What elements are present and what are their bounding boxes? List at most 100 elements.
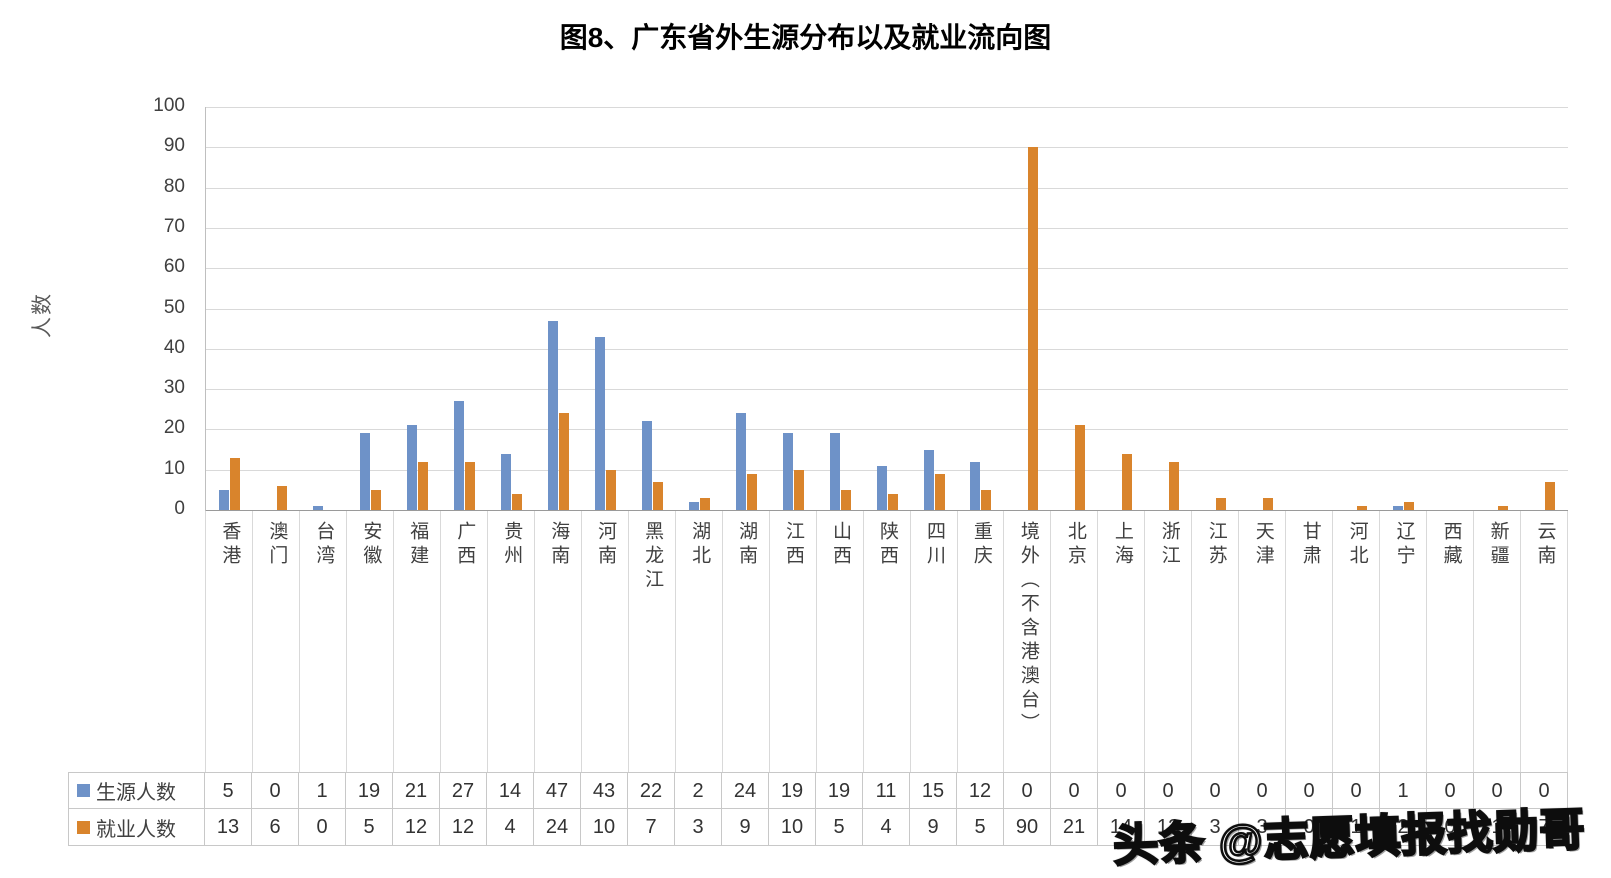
table-cell: 3 [675,809,722,846]
bar-group [1192,107,1239,510]
x-category-label: 香港 [219,521,241,569]
bar-生源人数 [688,501,699,510]
table-cell: 1 [299,772,346,809]
bar-就业人数 [746,473,757,510]
table-cell: 15 [910,772,957,809]
x-category-label: 云南 [1534,521,1556,569]
table-cell: 7 [1521,809,1568,846]
x-category-cell: 西藏 [1427,511,1475,772]
x-category-cell: 澳门 [253,511,300,772]
x-category-label: 台湾 [313,521,335,569]
bar-group [1380,107,1427,510]
y-tick-label: 10 [163,457,185,479]
table-cell: 5 [205,772,252,809]
table-cell: 1 [1380,772,1427,809]
x-category-label: 安徽 [360,521,382,569]
bar-就业人数 [1169,461,1180,510]
plot-area [205,107,1568,511]
gridline [206,268,1568,270]
bar-group [723,107,770,510]
x-category-cell: 贵州 [488,511,535,772]
legend-swatch [77,820,90,834]
bar-生源人数 [218,489,229,510]
x-category-cell: 山西 [817,511,864,772]
table-cell: 12 [1145,809,1192,846]
bar-就业人数 [793,469,804,510]
table-cell: 0 [1192,772,1239,809]
table-cell: 19 [769,772,816,809]
bar-就业人数 [464,461,475,510]
table-cell: 5 [957,809,1004,846]
table-cell: 5 [816,809,863,846]
x-axis: 香港 澳门 台湾 安徽 福建 广西 贵州 海南 河南 黑龙江 湖北 湖南 江西 山西 陕西 四川 重庆 境外（不含… [205,510,1569,772]
bar-group [1004,107,1051,510]
x-category-cell: 重庆 [958,511,1005,772]
table-cell: 1 [1333,809,1380,846]
bar-生源人数 [923,449,934,510]
bar-就业人数 [981,489,992,510]
x-category-cell: 香港 [206,511,253,772]
gridline [206,348,1568,350]
table-cell: 11 [863,772,910,809]
x-category-label: 甘肃 [1299,521,1321,569]
x-category-cell: 境外（不含港澳台） [1004,511,1052,772]
bar-group [864,107,911,510]
x-category-cell: 云南 [1521,511,1569,772]
y-tick-label: 50 [163,296,185,318]
bars-layer [206,107,1568,510]
bar-生源人数 [406,425,417,510]
table-row: 就业人数 13 6 0 5 12 12 4 24 10 7 3 9 10 5 4 9 5 90 21 14 12 3 3 0 1 2… [68,809,1568,846]
bar-就业人数 [840,489,851,510]
x-category-label: 江西 [783,521,805,569]
table-cell: 4 [863,809,910,846]
x-category-label: 辽宁 [1393,521,1415,569]
x-category-label: 重庆 [970,521,992,569]
bar-生源人数 [735,413,746,510]
bar-group [300,107,347,510]
y-tick-label: 90 [163,135,185,157]
bar-生源人数 [782,433,793,510]
x-category-label: 福建 [407,521,429,569]
bar-group [535,107,582,510]
bar-group [911,107,958,510]
x-category-cell: 陕西 [864,511,911,772]
x-category-label: 海南 [548,521,570,569]
x-category-label: 澳门 [266,521,288,569]
bar-group [394,107,441,510]
y-tick-label: 100 [153,94,185,116]
table-cell: 0 [1286,772,1333,809]
table-cell: 0 [1051,772,1098,809]
gridline [206,429,1568,431]
series-name: 生源人数 [96,782,176,804]
bar-就业人数 [699,497,710,510]
table-cell: 9 [722,809,769,846]
table-cell: 0 [1098,772,1145,809]
bar-就业人数 [229,457,240,510]
x-category-label: 河南 [595,521,617,569]
bar-group [206,107,253,510]
bar-group [1098,107,1145,510]
table-cell: 2 [675,772,722,809]
x-category-label: 陕西 [876,521,898,569]
bar-group [676,107,723,510]
bar-group [488,107,535,510]
x-category-cell: 海南 [535,511,582,772]
x-category-label: 新疆 [1487,521,1509,569]
bar-就业人数 [887,493,898,510]
x-category-cell: 辽宁 [1380,511,1428,772]
x-category-label: 黑龙江 [642,521,664,593]
x-category-cell: 天津 [1239,511,1287,772]
bar-生源人数 [829,433,840,510]
y-tick-label: 20 [163,417,185,439]
bar-group [1474,107,1521,510]
x-category-label: 广西 [454,521,476,569]
bar-就业人数 [276,485,287,510]
table-cell: 24 [534,809,581,846]
table-cell: 24 [722,772,769,809]
table-cell: 4 [487,809,534,846]
x-category-label: 西藏 [1440,521,1462,569]
bar-生源人数 [453,401,464,510]
table-row: 生源人数 5 0 1 19 21 27 14 47 43 22 2 24 19 19 11 15 12 0 0 0 0 0 0… [68,772,1568,809]
table-cell: 0 [1239,772,1286,809]
bar-group [958,107,1005,510]
